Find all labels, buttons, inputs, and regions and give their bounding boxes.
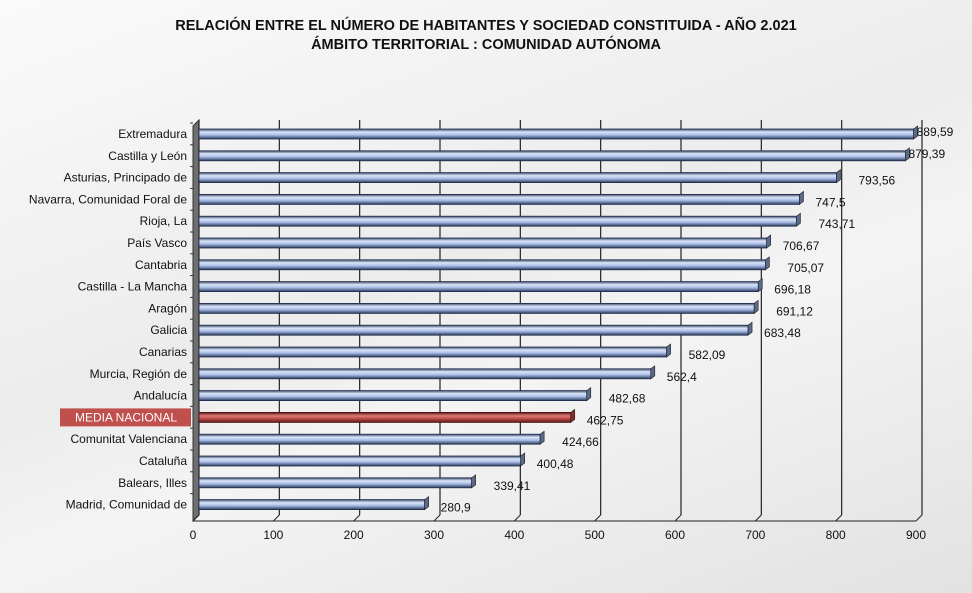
data-label: 706,67 [783, 239, 820, 253]
category-label: Andalucía [134, 389, 188, 403]
x-tick-label: 400 [504, 528, 524, 542]
bar [198, 368, 652, 380]
data-label: 793,56 [858, 174, 895, 188]
gridline-foot [594, 514, 602, 522]
x-tick-label: 800 [826, 528, 846, 542]
category-label: Galicia [150, 323, 187, 337]
data-label: 400,48 [537, 457, 574, 471]
category-label: País Vasco [127, 236, 187, 250]
data-label: 691,12 [776, 304, 813, 318]
bar-end [666, 343, 671, 358]
category-label: Aragón [148, 301, 187, 315]
bar [198, 193, 800, 205]
gridline-foot [835, 514, 843, 522]
chart-title: RELACIÓN ENTRE EL NÚMERO DE HABITANTES Y… [175, 18, 797, 34]
category-label: Murcia, Región de [90, 367, 188, 381]
data-label: 879,39 [908, 147, 945, 161]
bar-end [913, 125, 918, 140]
data-label: 696,18 [774, 283, 811, 297]
x-tick-label: 500 [585, 528, 605, 542]
x-tick-label: 600 [665, 528, 685, 542]
bar [198, 237, 768, 249]
category-label: Extremadura [118, 127, 187, 141]
gridline-foot [754, 514, 762, 522]
bar-end [650, 365, 656, 380]
category-label: Balears, Illes [118, 476, 187, 490]
gridline-foot [272, 514, 280, 522]
bar-end [766, 234, 771, 249]
bar [198, 499, 426, 511]
bar-end [765, 256, 770, 271]
bar-end [753, 299, 759, 314]
category-label: Castilla y León [108, 149, 187, 163]
bar [198, 346, 668, 358]
data-label: 482,68 [609, 392, 646, 406]
x-tick-label: 0 [190, 528, 197, 542]
bar [198, 455, 522, 467]
bar [198, 411, 572, 423]
x-tick-label: 100 [263, 528, 283, 542]
data-label: 562,4 [667, 370, 697, 384]
bar [198, 390, 588, 402]
x-tick-label: 200 [344, 528, 364, 542]
bar-end [520, 452, 526, 467]
bar-end [836, 169, 841, 184]
data-label: 705,07 [787, 261, 824, 275]
x-tick-label: 700 [745, 528, 765, 542]
gridline-foot [915, 514, 923, 522]
category-label: Castilla - La Mancha [78, 280, 188, 294]
bar-end [424, 496, 429, 511]
gridline-foot [353, 514, 361, 522]
bar-end [471, 474, 476, 489]
bar-end [539, 430, 545, 445]
category-label: Canarias [139, 345, 187, 359]
category-label: Asturias, Principado de [64, 171, 188, 185]
bar-end [757, 278, 763, 293]
bar-end [796, 212, 801, 227]
bar [198, 128, 915, 140]
gridline-foot [513, 514, 521, 522]
category-label: Comunitat Valenciana [70, 432, 187, 446]
data-label: 889,59 [917, 125, 954, 139]
data-label: 582,09 [689, 348, 726, 362]
bar-end [799, 190, 804, 205]
bar-end [747, 321, 753, 336]
x-tick-label: 900 [906, 528, 926, 542]
gridline-foot [192, 514, 200, 522]
data-label: 462,75 [587, 413, 624, 427]
bar [198, 477, 473, 489]
bar-end [570, 408, 576, 423]
bar [198, 172, 837, 184]
bar-end [586, 387, 592, 402]
category-label: MEDIA NACIONAL [75, 410, 177, 424]
category-label: Cataluña [139, 454, 187, 468]
category-label: Cantabria [135, 258, 187, 272]
data-label: 280,9 [441, 501, 471, 515]
bar [198, 215, 797, 227]
bar [198, 302, 755, 314]
axis-wall [192, 118, 200, 523]
category-label: Madrid, Comunidad de [66, 498, 188, 512]
bar [198, 281, 759, 293]
data-label: 339,41 [494, 479, 531, 493]
gridline-foot [674, 514, 682, 522]
highlight-label-bg [60, 408, 191, 427]
bar [198, 259, 766, 271]
category-label: Rioja, La [140, 214, 188, 228]
gridline-foot [433, 514, 441, 522]
data-label: 743,71 [818, 217, 855, 231]
bar-end [905, 147, 910, 162]
data-label: 683,48 [764, 326, 801, 340]
data-label: 747,5 [815, 195, 845, 209]
data-label: 424,66 [562, 435, 599, 449]
category-label: Navarra, Comunidad Foral de [29, 192, 187, 206]
x-tick-label: 300 [424, 528, 444, 542]
bar [198, 324, 749, 336]
bar [198, 150, 906, 162]
bar [198, 433, 541, 445]
chart-subtitle: ÁMBITO TERRITORIAL : COMUNIDAD AUTÓNOMA [311, 37, 661, 53]
